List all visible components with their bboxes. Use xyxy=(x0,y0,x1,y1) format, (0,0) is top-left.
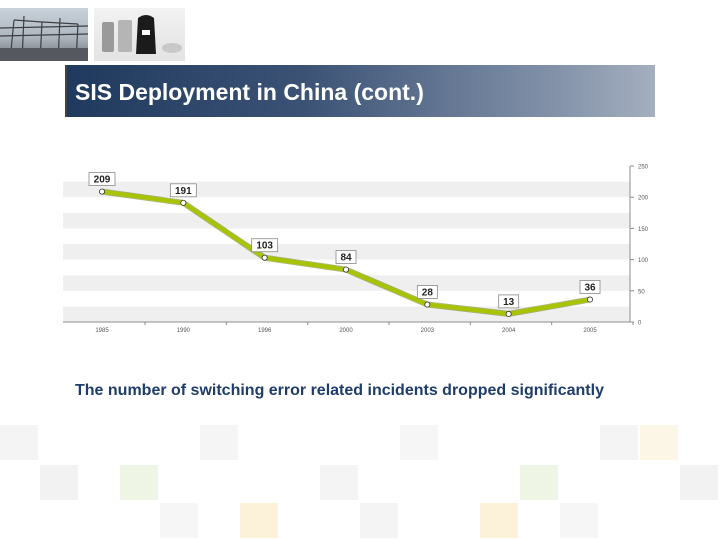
substation-photo xyxy=(0,8,88,61)
x-tick-label: 2000 xyxy=(339,328,353,334)
data-point xyxy=(505,310,512,317)
data-label: 84 xyxy=(340,253,352,264)
data-label: 13 xyxy=(503,297,515,308)
data-label-box xyxy=(498,294,520,309)
data-label-box xyxy=(416,285,438,299)
data-point xyxy=(342,266,349,273)
data-label: 28 xyxy=(422,288,434,299)
x-tick-label: 2003 xyxy=(421,328,435,334)
grid-band xyxy=(63,228,630,244)
data-label-box xyxy=(251,238,279,253)
y-tick-label: 100 xyxy=(638,258,649,264)
decorative-tiles xyxy=(0,425,720,540)
data-point xyxy=(424,301,431,308)
x-tick-label: 1985 xyxy=(95,328,109,334)
x-tick-label: 2005 xyxy=(583,328,597,334)
data-label-box xyxy=(88,172,116,186)
y-tick-label: 200 xyxy=(638,196,649,202)
grid-band xyxy=(63,166,630,182)
grid-band xyxy=(63,275,630,291)
data-label: 191 xyxy=(175,186,192,197)
x-tick-label: 1990 xyxy=(177,328,191,334)
page-title: SIS Deployment in China (cont.) xyxy=(75,79,424,105)
y-tick-label: 50 xyxy=(638,289,645,295)
y-tick-label: 0 xyxy=(638,321,642,327)
y-tick-label: 250 xyxy=(638,165,649,171)
data-label-box xyxy=(579,280,601,294)
data-point xyxy=(261,254,268,261)
incident-line-chart: 0 50 100 150 200 250 1985 1990 1996 2000 2003 2004 2… xyxy=(63,165,649,334)
data-label: 103 xyxy=(256,241,273,252)
data-label: 36 xyxy=(584,283,596,294)
data-point xyxy=(180,199,187,206)
data-label: 209 xyxy=(94,175,111,186)
data-label-box xyxy=(335,250,357,264)
y-tick-label: 150 xyxy=(638,227,649,233)
x-tick-label: 2004 xyxy=(502,328,516,334)
caption: The number of switching error related in… xyxy=(75,382,604,399)
data-point xyxy=(99,188,106,195)
grid-band xyxy=(63,197,630,213)
grid-band xyxy=(63,181,630,198)
grid-band xyxy=(63,290,630,307)
equipment-photo xyxy=(94,8,185,61)
grid-band xyxy=(63,212,630,229)
title-bar: SIS Deployment in China (cont.) xyxy=(65,65,655,117)
x-tick-label: 1996 xyxy=(258,328,272,334)
data-point xyxy=(587,296,594,303)
data-label-box xyxy=(169,183,197,198)
